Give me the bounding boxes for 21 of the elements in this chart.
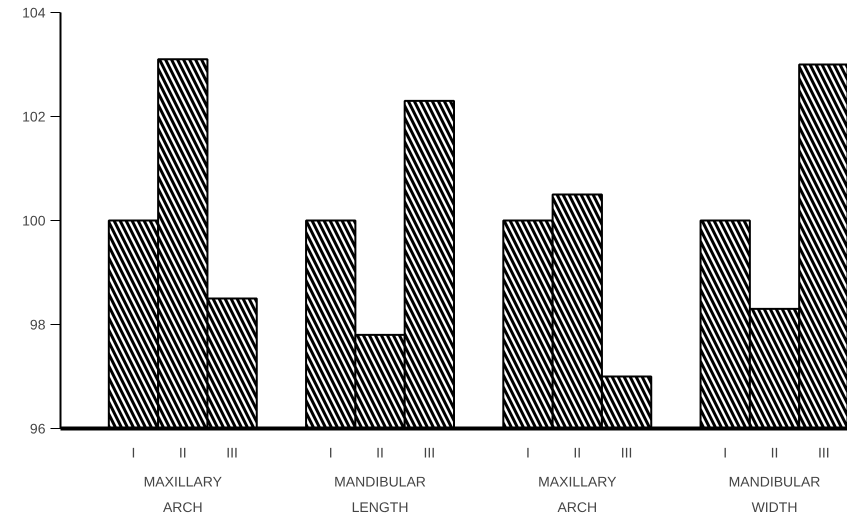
text: I <box>328 444 333 460</box>
text: III <box>818 444 830 460</box>
text: II <box>770 444 778 460</box>
text: III <box>620 444 632 460</box>
text: I <box>526 444 530 460</box>
y-tick-label: 102 <box>22 108 46 124</box>
text: III <box>424 444 436 460</box>
x-tick-label: MANDIBULAR LENGTH <box>334 474 426 516</box>
series-label: I <box>132 444 136 460</box>
series-label: III <box>226 444 238 460</box>
y-tick-label: 104 <box>22 4 46 20</box>
x-tick-label: MAXILLARY ARCH <box>538 474 618 516</box>
x-tick-label: MANDIBULAR WIDTH <box>728 474 820 516</box>
text: II <box>573 444 582 460</box>
series-label: II <box>178 444 187 460</box>
x-tick-label: MAXILLARY ARCH <box>144 474 223 516</box>
y-tick-label: 98 <box>30 316 46 332</box>
y-tick-label: 96 <box>30 420 46 436</box>
y-tick-label: 100 <box>22 212 46 228</box>
text: II <box>376 444 384 460</box>
text: I <box>723 444 728 460</box>
